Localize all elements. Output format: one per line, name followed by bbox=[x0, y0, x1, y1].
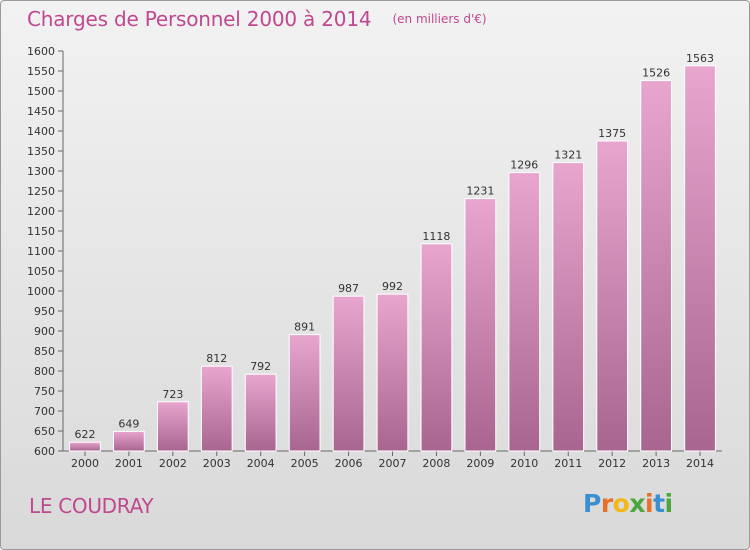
y-tick-label: 650 bbox=[34, 425, 55, 438]
bar-2011 bbox=[552, 162, 585, 452]
proxiti-logo: Proxiti bbox=[583, 489, 673, 518]
chart-unit: (en milliers d'€) bbox=[392, 12, 487, 26]
bar-2008 bbox=[420, 243, 453, 452]
x-tick-label: 2010 bbox=[510, 457, 538, 470]
x-tick-label: 2006 bbox=[335, 457, 363, 470]
bar-value-label: 1563 bbox=[686, 52, 714, 65]
bar-value-label: 622 bbox=[74, 428, 95, 441]
y-tick-label: 1200 bbox=[27, 205, 55, 218]
y-tick-label: 1150 bbox=[27, 225, 55, 238]
x-tick-label: 2005 bbox=[291, 457, 319, 470]
logo-letter: P bbox=[583, 489, 601, 518]
y-tick-label: 1250 bbox=[27, 185, 55, 198]
x-tick-label: 2013 bbox=[642, 457, 670, 470]
bar-value-label: 987 bbox=[338, 282, 359, 295]
y-tick-label: 800 bbox=[34, 365, 55, 378]
bar-value-label: 1375 bbox=[598, 127, 626, 140]
bar-value-label: 723 bbox=[162, 388, 183, 401]
y-tick-label: 700 bbox=[34, 405, 55, 418]
y-tick-label: 1300 bbox=[27, 165, 55, 178]
x-tick-label: 2003 bbox=[203, 457, 231, 470]
y-tick-label: 1050 bbox=[27, 265, 55, 278]
bar-value-label: 1296 bbox=[510, 159, 538, 172]
bar-2001 bbox=[113, 430, 145, 452]
bar-2014 bbox=[684, 65, 716, 452]
y-axis: 600 650 700 750 800 850 900 950 1000 1050 1100 1150… bbox=[27, 45, 64, 458]
logo-letter: x bbox=[629, 489, 645, 518]
x-tick-label: 2001 bbox=[115, 457, 143, 470]
x-tick-label: 2014 bbox=[686, 457, 714, 470]
bar-value-label: 1231 bbox=[466, 185, 494, 198]
x-tick-label: 2000 bbox=[71, 457, 99, 470]
bar-2013 bbox=[640, 80, 672, 452]
logo-letter: o bbox=[612, 489, 630, 518]
bar-2009 bbox=[464, 198, 497, 452]
bar-value-label: 649 bbox=[118, 417, 139, 430]
x-axis: 2000 2001 2002 2003 2004 2005 2006 2007 2008 2009… bbox=[63, 450, 722, 470]
x-tick-label: 2004 bbox=[247, 457, 275, 470]
bar-value-label: 1118 bbox=[422, 230, 450, 243]
bars: 622 649 723 812 792 891 987 992 1118 1231 1296 1321… bbox=[69, 52, 716, 452]
x-tick-label: 2011 bbox=[554, 457, 582, 470]
bar-2002 bbox=[156, 401, 189, 452]
bar-2006 bbox=[332, 295, 365, 452]
bar-2005 bbox=[288, 334, 321, 452]
logo-letter: t bbox=[653, 489, 665, 518]
y-tick-label: 1500 bbox=[27, 85, 55, 98]
bar-value-label: 812 bbox=[206, 352, 227, 365]
logo-letter: r bbox=[600, 489, 613, 518]
y-tick-label: 1400 bbox=[27, 125, 55, 138]
y-tick-label: 1550 bbox=[27, 65, 55, 78]
x-tick-label: 2009 bbox=[466, 457, 494, 470]
logo-letter: i bbox=[645, 489, 654, 518]
bar-2003 bbox=[200, 365, 233, 452]
bar-value-label: 792 bbox=[250, 360, 271, 373]
place-name: LE COUDRAY bbox=[29, 494, 154, 518]
y-tick-label: 600 bbox=[34, 445, 55, 458]
x-tick-label: 2002 bbox=[159, 457, 187, 470]
y-tick-label: 1000 bbox=[27, 285, 55, 298]
x-tick-label: 2012 bbox=[598, 457, 626, 470]
bar-2010 bbox=[508, 172, 541, 452]
y-tick-label: 900 bbox=[34, 325, 55, 338]
bar-2004 bbox=[244, 373, 277, 452]
x-tick-label: 2007 bbox=[379, 457, 407, 470]
chart-title-row: Charges de Personnel 2000 à 2014 (en mil… bbox=[27, 7, 487, 31]
y-tick-label: 1450 bbox=[27, 105, 55, 118]
bar-value-label: 1321 bbox=[554, 149, 582, 162]
bar-2000 bbox=[69, 441, 101, 452]
y-tick-label: 1600 bbox=[27, 45, 55, 58]
y-tick-label: 850 bbox=[34, 345, 55, 358]
bar-2012 bbox=[596, 140, 629, 452]
bar-value-label: 1526 bbox=[642, 67, 670, 80]
chart-title: Charges de Personnel 2000 à 2014 bbox=[27, 7, 372, 31]
x-tick-label: 2008 bbox=[422, 457, 450, 470]
y-tick-label: 950 bbox=[34, 305, 55, 318]
bar-value-label: 891 bbox=[294, 321, 315, 334]
y-tick-label: 1350 bbox=[27, 145, 55, 158]
logo-letter: i bbox=[664, 489, 674, 518]
y-tick-label: 1100 bbox=[27, 245, 55, 258]
y-tick-label: 750 bbox=[34, 385, 55, 398]
bar-value-label: 992 bbox=[382, 280, 403, 293]
bar-2007 bbox=[376, 293, 409, 452]
